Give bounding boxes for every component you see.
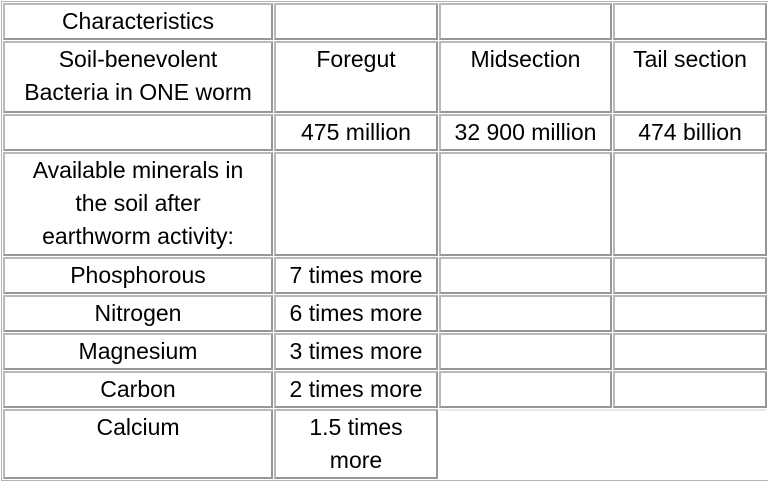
row-nitrogen: Nitrogen 6 times more <box>3 295 767 332</box>
cell-nitrogen-label: Nitrogen <box>3 295 273 332</box>
cell-available-minerals-label: Available minerals in the soil after ear… <box>3 152 273 256</box>
cell-r3-c2-empty <box>439 152 612 256</box>
cell-r3-c3-empty <box>613 152 767 256</box>
cell-r8-merged-empty <box>439 409 767 479</box>
cell-phosphorous-value: 7 times more <box>274 257 438 294</box>
cell-nitrogen-value: 6 times more <box>274 295 438 332</box>
cell-magnesium-value: 3 times more <box>274 333 438 370</box>
row-worm-sections-header: Soil-benevolent Bacteria in ONE worm For… <box>3 41 767 113</box>
cell-tail-section-header: Tail section <box>613 41 767 113</box>
cell-r7-c3-empty <box>613 371 767 408</box>
row-magnesium: Magnesium 3 times more <box>3 333 767 370</box>
cell-magnesium-label: Magnesium <box>3 333 273 370</box>
cell-foregut-count: 475 million <box>274 114 438 151</box>
cell-r0-c1-empty <box>274 3 438 40</box>
cell-carbon-label: Carbon <box>3 371 273 408</box>
cell-foregut-header: Foregut <box>274 41 438 113</box>
row-phosphorous: Phosphorous 7 times more <box>3 257 767 294</box>
row-characteristics: Characteristics <box>3 3 767 40</box>
cell-bacteria-in-one-worm-label: Soil-benevolent Bacteria in ONE worm <box>3 41 273 113</box>
cell-characteristics-label: Characteristics <box>3 3 273 40</box>
cell-r5-c2-empty <box>439 295 612 332</box>
row-minerals-header: Available minerals in the soil after ear… <box>3 152 767 256</box>
cell-r7-c2-empty <box>439 371 612 408</box>
cell-tail-section-count: 474 billion <box>613 114 767 151</box>
row-carbon: Carbon 2 times more <box>3 371 767 408</box>
cell-r3-c1-empty <box>274 152 438 256</box>
cell-r2-c0-empty <box>3 114 273 151</box>
cell-midsection-count: 32 900 million <box>439 114 612 151</box>
row-bacteria-counts: 475 million 32 900 million 474 billion <box>3 114 767 151</box>
cell-calcium-label: Calcium <box>3 409 273 479</box>
cell-r6-c2-empty <box>439 333 612 370</box>
cell-phosphorous-label: Phosphorous <box>3 257 273 294</box>
cell-r4-c2-empty <box>439 257 612 294</box>
cell-r4-c3-empty <box>613 257 767 294</box>
cell-r0-c3-empty <box>613 3 767 40</box>
cell-carbon-value: 2 times more <box>274 371 438 408</box>
cell-r6-c3-empty <box>613 333 767 370</box>
worm-bacteria-minerals-table: Characteristics Soil-benevolent Bacteria… <box>1 1 768 481</box>
cell-calcium-value: 1.5 times more <box>274 409 438 479</box>
cell-r0-c2-empty <box>439 3 612 40</box>
cell-r5-c3-empty <box>613 295 767 332</box>
cell-midsection-header: Midsection <box>439 41 612 113</box>
row-calcium: Calcium 1.5 times more <box>3 409 767 479</box>
